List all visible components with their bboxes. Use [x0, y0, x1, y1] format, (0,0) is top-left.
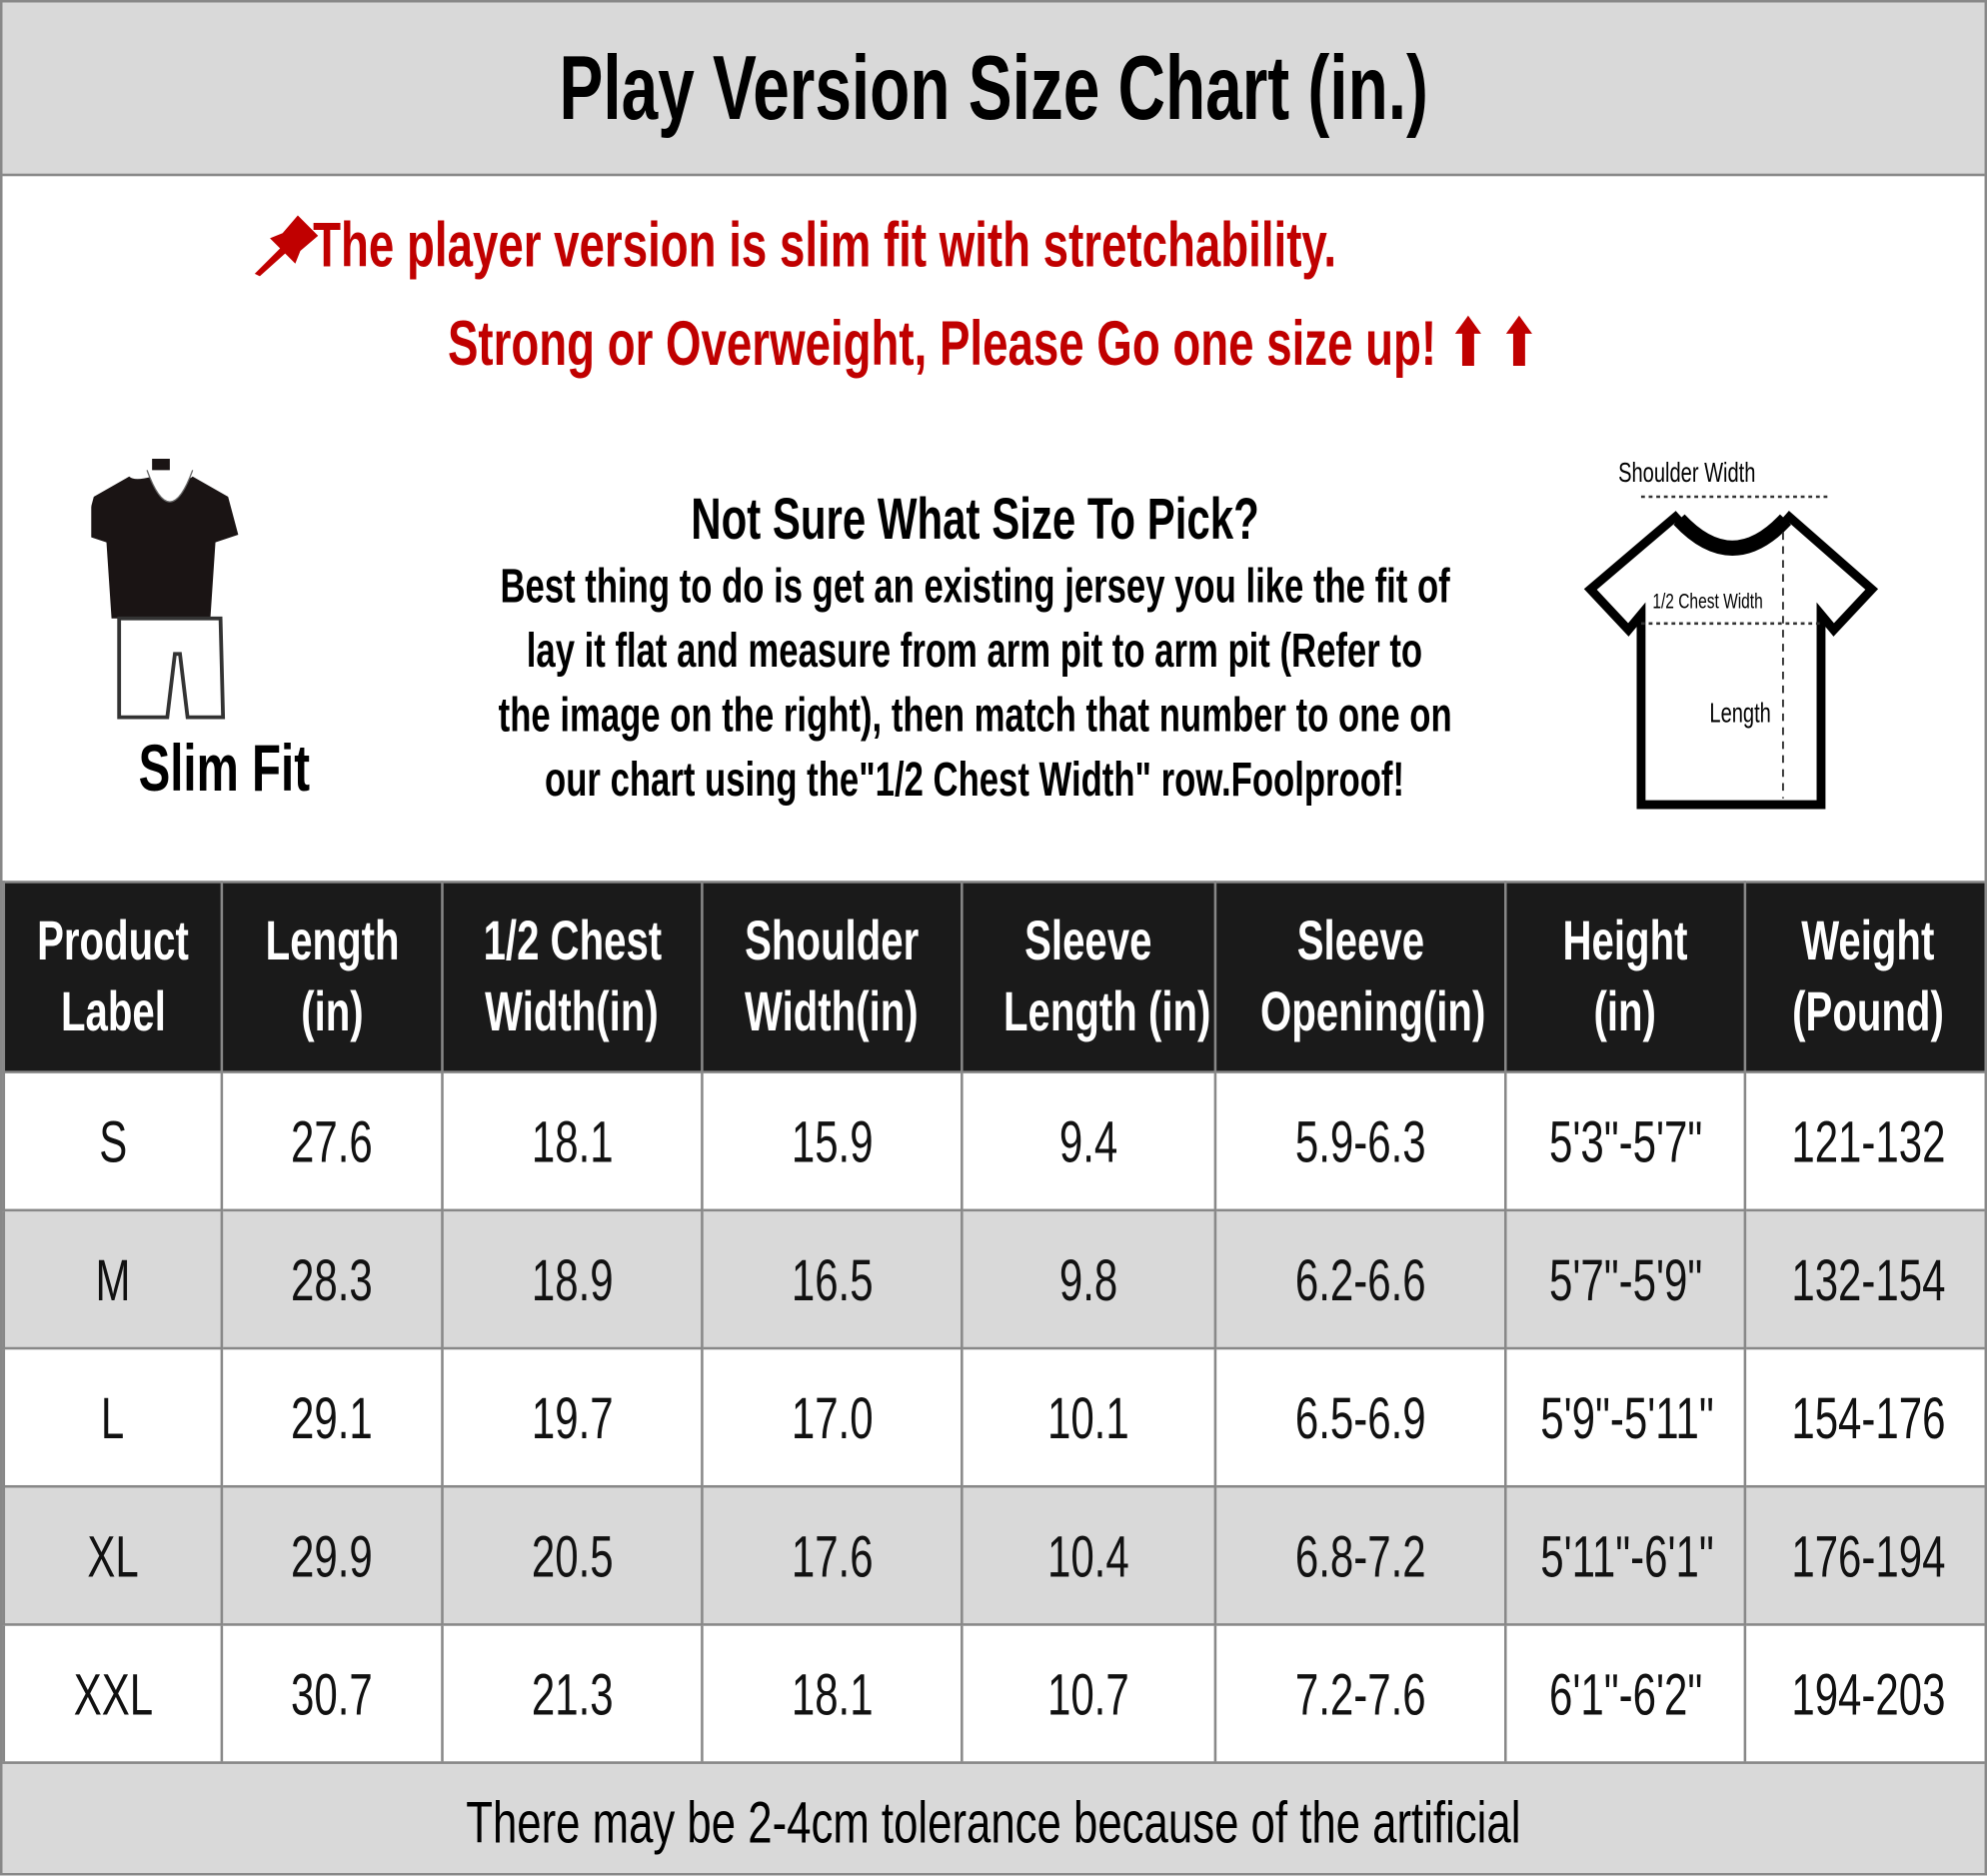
table-row: XXL 30.7 21.3 18.1 10.7 7.2-7.6 6'1"-6'2" 194-2… [2, 1623, 1985, 1764]
table-cell: 28.3 [220, 1208, 444, 1350]
table-row: S 27.6 18.1 15.9 9.4 5.9-6.3 5'3"-5'7" 121-132 [2, 1070, 1985, 1212]
column-header: Product Label [2, 881, 224, 1073]
table-cell: 6.8-7.2 [1213, 1484, 1507, 1626]
table-cell: 121-132 [1743, 1070, 1985, 1212]
table-cell: 29.1 [220, 1346, 444, 1488]
fit-label: Slim Fit [138, 732, 311, 807]
table-cell: 6.5-6.9 [1213, 1346, 1507, 1488]
table-cell: L [2, 1346, 224, 1488]
column-header: Height (in) [1503, 881, 1747, 1073]
table-cell: 10.4 [961, 1484, 1217, 1626]
notice-line-1: The player version is slim fit with stre… [3, 208, 1985, 282]
pushpin-icon [254, 215, 319, 277]
table-cell: 5'7"-5'9" [1503, 1208, 1747, 1350]
table-cell: 10.1 [961, 1346, 1217, 1488]
length-label: Length [1709, 697, 1771, 730]
table-cell: 6.2-6.6 [1213, 1208, 1507, 1350]
column-header: Weight (Pound) [1743, 881, 1985, 1073]
table-cell: 176-194 [1743, 1484, 1985, 1626]
table-cell: M [2, 1208, 224, 1350]
table-cell: 7.2-7.6 [1213, 1623, 1507, 1764]
table-cell: 17.6 [701, 1484, 964, 1626]
measure-diagram: Shoulder Width 1/2 Chest Width Length [1580, 456, 1884, 817]
table-cell: 15.9 [701, 1070, 964, 1212]
page-title: Play Version Size Chart (in.) [559, 38, 1428, 140]
table-cell: XL [2, 1484, 224, 1626]
shoulder-width-label: Shoulder Width [1618, 456, 1756, 489]
table-cell: 29.9 [220, 1484, 444, 1626]
table-cell: 21.3 [441, 1623, 704, 1764]
column-header: Shoulder Width(in) [701, 881, 964, 1073]
table-cell: 5'3"-5'7" [1503, 1070, 1747, 1212]
table-cell: 9.4 [961, 1070, 1217, 1212]
table-cell: 16.5 [701, 1208, 964, 1350]
table-cell: 17.0 [701, 1346, 964, 1488]
table-cell: 5'9"-5'11" [1503, 1346, 1747, 1488]
guide-heading: Not Sure What Size To Pick? [690, 485, 1259, 552]
table-cell: 30.7 [220, 1623, 444, 1764]
table-cell: 5'11"-6'1" [1503, 1484, 1747, 1626]
table-cell: 10.7 [961, 1623, 1217, 1764]
guide-text: Best thing to do is get an existing jers… [498, 560, 1451, 808]
notice-line-2: Strong or Overweight, Please Go one size… [448, 308, 1539, 380]
column-header: 1/2 Chest Width(in) [441, 881, 704, 1073]
footer-note: There may be 2-4cm tolerance because of … [2, 1761, 1985, 1873]
table-cell: 154-176 [1743, 1346, 1985, 1488]
table-cell: 132-154 [1743, 1208, 1985, 1350]
table-cell: 19.7 [441, 1346, 704, 1488]
chest-width-label: 1/2 Chest Width [1652, 589, 1763, 614]
table-cell: 194-203 [1743, 1623, 1985, 1764]
table-cell: XXL [2, 1623, 224, 1764]
table-row: XL 29.9 20.5 17.6 10.4 6.8-7.2 5'11"-6'1" 176-1… [2, 1484, 1985, 1626]
table-row: L 29.1 19.7 17.0 10.1 6.5-6.9 5'9"-5'11" 154-17… [2, 1346, 1985, 1488]
table-cell: 18.9 [441, 1208, 704, 1350]
table-cell: 18.1 [701, 1623, 964, 1764]
table-cell: 27.6 [220, 1070, 444, 1212]
table-cell: 20.5 [441, 1484, 704, 1626]
table-cell: 6'1"-6'2" [1503, 1623, 1747, 1764]
size-table: Product Label Length (in) 1/2 Chest Width(in)… [2, 881, 1985, 1764]
column-header: Sleeve Length (in) [961, 881, 1217, 1073]
table-row: M 28.3 18.9 16.5 9.8 6.2-6.6 5'7"-5'9" 132-154 [2, 1208, 1985, 1350]
tshirt-diagram-icon [1583, 495, 1879, 810]
table-cell: S [2, 1070, 224, 1212]
table-cell: 9.8 [961, 1208, 1217, 1350]
title-band: Play Version Size Chart (in.) [2, 2, 1985, 177]
table-cell: 18.1 [441, 1070, 704, 1212]
column-header: Sleeve Opening(in) [1213, 881, 1507, 1073]
table-cell: 5.9-6.3 [1213, 1070, 1507, 1212]
slim-fit-figure-icon [91, 458, 239, 720]
table-header-row: Product Label Length (in) 1/2 Chest Width(in)… [2, 881, 1985, 1073]
column-header: Length (in) [220, 881, 444, 1073]
